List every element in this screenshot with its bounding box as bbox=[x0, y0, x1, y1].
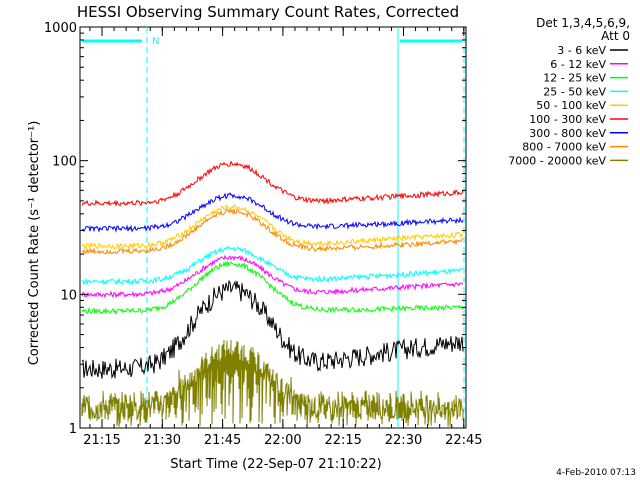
timestamp: 4-Feb-2010 07:13 bbox=[556, 468, 636, 478]
y-axis: 1 10 100 1000 bbox=[44, 21, 466, 437]
y-tick-label: 1 bbox=[69, 422, 77, 437]
legend-label-9: 7000 - 20000 keV bbox=[508, 154, 606, 167]
y-tick-label: 10 bbox=[60, 288, 77, 303]
x-axis-label: Start Time (22-Sep-07 21:10:22) bbox=[170, 457, 381, 472]
x-tick-label: 21:45 bbox=[204, 433, 241, 448]
x-axis: 21:15 21:30 21:45 22:00 22:15 22:30 22:45 bbox=[83, 27, 483, 448]
plot-frame bbox=[79, 26, 467, 429]
x-tick-label: 21:15 bbox=[83, 433, 120, 448]
annotation-N: N bbox=[152, 36, 159, 47]
legend-label-2: 6 - 12 keV bbox=[550, 58, 606, 71]
legend-title: Det 1,3,4,5,6,9, bbox=[536, 16, 630, 30]
y-tick-label: 1000 bbox=[44, 21, 77, 36]
series-line-2 bbox=[81, 254, 464, 299]
series-line-9 bbox=[81, 339, 464, 427]
series-line-6 bbox=[81, 160, 464, 207]
x-tick-label: 22:00 bbox=[264, 433, 301, 448]
series-line-5 bbox=[81, 203, 464, 250]
legend-label-1: 3 - 6 keV bbox=[557, 44, 606, 57]
chart-title: HESSI Observing Summary Count Rates, Cor… bbox=[77, 3, 459, 21]
series-line-1 bbox=[81, 279, 464, 380]
x-tick-label: 22:30 bbox=[385, 433, 422, 448]
legend-label-6: 100 - 300 keV bbox=[529, 113, 606, 126]
series-line-8 bbox=[81, 207, 464, 255]
x-tick-label: 22:15 bbox=[324, 433, 361, 448]
legend-label-5: 50 - 100 keV bbox=[536, 99, 606, 112]
legend-subtitle: Att 0 bbox=[601, 29, 630, 43]
legend-label-3: 12 - 25 keV bbox=[543, 72, 606, 85]
plot-area: N bbox=[79, 26, 467, 429]
legend-label-7: 300 - 800 keV bbox=[529, 127, 606, 140]
legend-label-4: 25 - 50 keV bbox=[543, 85, 606, 98]
y-tick-label: 100 bbox=[52, 155, 77, 170]
series-line-3 bbox=[81, 259, 463, 316]
legend-label-8: 800 - 7000 keV bbox=[522, 141, 606, 154]
x-tick-label: 22:45 bbox=[445, 433, 482, 448]
y-axis-label: Corrected Count Rate (s⁻¹ detector⁻¹) bbox=[27, 121, 42, 366]
series-line-4 bbox=[81, 245, 464, 286]
series-line-7 bbox=[81, 192, 464, 233]
x-tick-label: 21:30 bbox=[144, 433, 181, 448]
